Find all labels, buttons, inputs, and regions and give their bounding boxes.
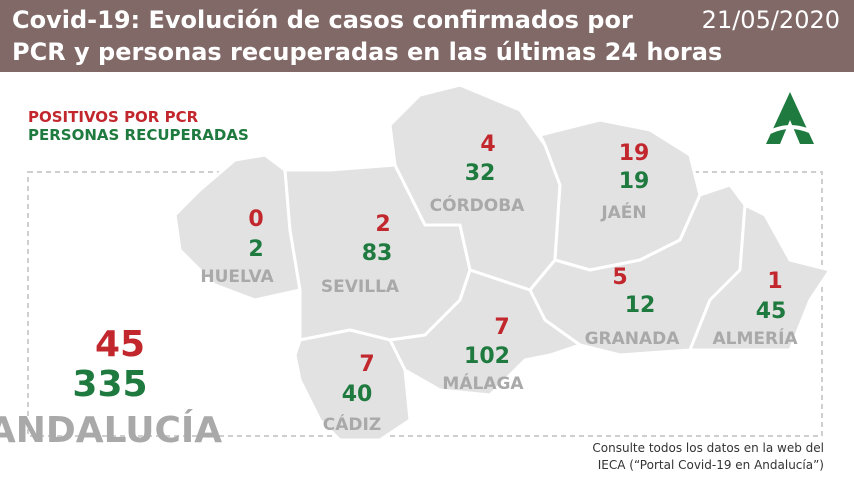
total-positives: 45 <box>95 324 145 365</box>
province-name: MÁLAGA <box>442 372 524 394</box>
total-recovered: 335 <box>72 364 147 405</box>
province-name: SEVILLA <box>321 277 400 297</box>
province-recovered: 12 <box>625 293 656 318</box>
map <box>173 83 832 442</box>
province-shape <box>688 203 832 352</box>
province-name: CÓRDOBA <box>430 194 526 216</box>
province-positives: 4 <box>480 132 495 157</box>
province-recovered: 2 <box>248 237 263 262</box>
province-recovered: 83 <box>362 241 393 266</box>
province-recovered: 19 <box>619 169 650 194</box>
province-recovered: 102 <box>464 344 510 369</box>
legend-positives: POSITIVOS POR PCR <box>28 108 199 126</box>
logo <box>766 92 814 144</box>
total-name: ANDALUCÍA <box>0 409 222 451</box>
province-positives: 7 <box>359 352 374 377</box>
province-shape <box>388 268 582 397</box>
legend-recovered: PERSONAS RECUPERADAS <box>28 126 249 144</box>
date: 21/05/2020 <box>702 6 840 34</box>
header-bar <box>0 0 854 72</box>
province-recovered: 32 <box>465 161 496 186</box>
province-recovered: 40 <box>342 382 373 407</box>
province-name: JAÉN <box>600 201 646 223</box>
province-positives: 1 <box>767 269 782 294</box>
province-recovered: 45 <box>756 299 787 324</box>
province-positives: 7 <box>494 315 509 340</box>
province-shape <box>293 328 412 442</box>
province-positives: 2 <box>375 212 390 237</box>
province-name: ALMERÍA <box>712 327 798 349</box>
province-positives: 0 <box>248 207 263 232</box>
province-name: GRANADA <box>585 329 681 349</box>
province-name: CÁDIZ <box>323 413 381 435</box>
title-line: PCR y personas recuperadas en las última… <box>12 38 722 66</box>
footer-line: Consulte todos los datos en la web del <box>592 441 824 455</box>
logo-stroke <box>769 125 813 134</box>
labels: 0 2 HUELVA 2 83 SEVILLA 4 32 CÓRDOBA 19 19 JAÉN 5 12 G… <box>200 132 798 435</box>
footer-line: IECA (“Portal Covid-19 en Andalucía”) <box>598 458 824 472</box>
title-line: Covid-19: Evolución de casos confirmados… <box>12 6 633 34</box>
province-positives: 5 <box>612 265 627 290</box>
province-positives: 19 <box>619 141 650 166</box>
province-name: HUELVA <box>200 267 274 287</box>
